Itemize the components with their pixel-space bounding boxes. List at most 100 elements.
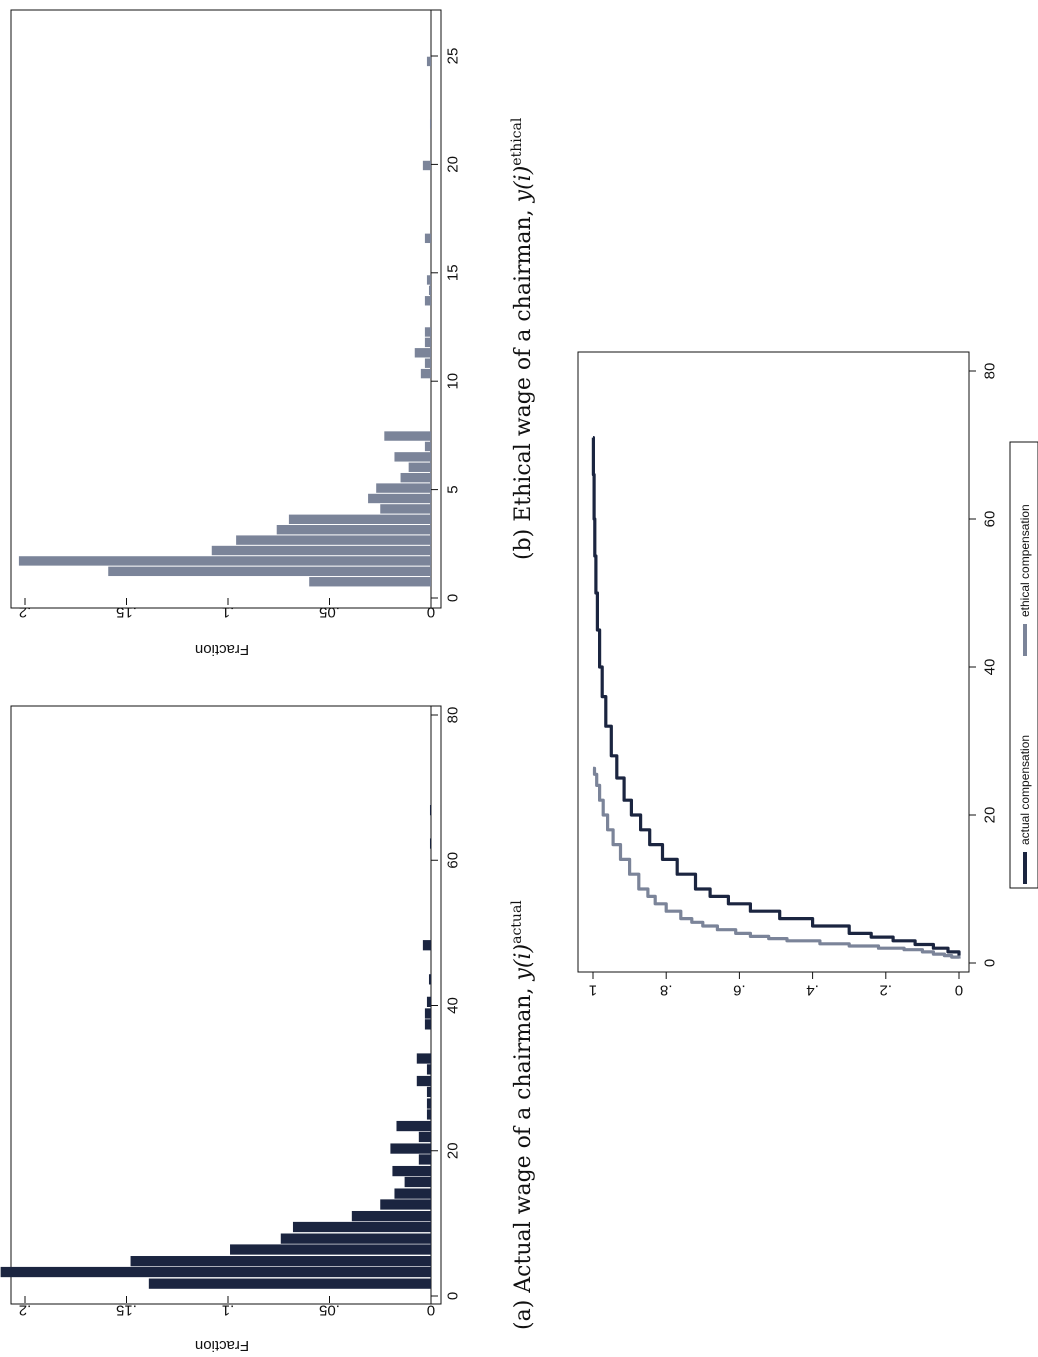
hist-ethical-bar-3 — [211, 545, 431, 556]
svg-text:(a) Actual wage of a chairman: (a) Actual wage of a chairman, y(i)actua… — [509, 900, 536, 1330]
hist-ethical-bar-6 — [288, 514, 431, 525]
hist-ethical-bar-9 — [376, 483, 431, 493]
bin-axis-ticks-ethical: 0 5 10 15 20 25 — [431, 48, 462, 602]
cdf-prob-tick-label-4: .8 — [660, 982, 673, 999]
hist-ethical-bin-tick-label-0: 0 — [445, 594, 462, 602]
bin-axis-ticks-actual: 0 20 40 60 80 — [431, 707, 462, 1300]
hist-actual-bar-14 — [396, 1120, 431, 1132]
legend-label-ethical: ethical compensation — [1018, 504, 1032, 617]
hist-actual-bar-8 — [394, 1188, 431, 1199]
hist-actual-fraction-tick-label-4: .2 — [19, 1302, 32, 1319]
caption-a-math: y(i) — [511, 944, 536, 982]
caption-b-text: (b) Ethical wage of a chairman, — [511, 202, 536, 560]
cdf-value-tick-label-4: 80 — [982, 363, 999, 380]
hist-ethical-bar-5 — [276, 525, 431, 535]
hist-ethical-bar-12 — [394, 452, 431, 462]
hist-actual-bar-24 — [428, 974, 431, 985]
hist-actual-bar-0 — [148, 1278, 431, 1289]
hist-ethical-bar-21 — [428, 285, 431, 296]
hist-ethical-bar-10 — [400, 472, 431, 483]
hist-ethical-bar-11 — [408, 462, 431, 472]
hist-actual-bar-17 — [426, 1086, 431, 1098]
caption-b-math: y(i) — [511, 166, 536, 204]
hist-ethical-bar-17 — [414, 348, 431, 358]
hist-actual-bar-10 — [392, 1165, 431, 1177]
hist-ethical-fraction-tick-label-3: .15 — [116, 604, 137, 621]
hist-actual-bar-27 — [429, 805, 431, 816]
hist-actual-bar-7 — [380, 1199, 431, 1210]
hist-actual-fraction-tick-label-0: 0 — [427, 1302, 435, 1319]
hist-actual-bar-23 — [426, 996, 431, 1007]
hist-actual-fraction-tick-label-3: .15 — [116, 1302, 137, 1319]
hist-actual-bin-tick-label-0: 0 — [445, 1292, 462, 1300]
cdf-value-tick-label-3: 60 — [982, 511, 999, 528]
hist-ethical-bin-tick-label-1: 5 — [445, 485, 462, 493]
hist-actual-bin-tick-label-3: 60 — [445, 852, 462, 869]
hist-ethical-bar-26 — [426, 56, 431, 67]
hist-ethical-bin-tick-label-4: 20 — [445, 156, 462, 173]
plot-frame-ethical — [10, 9, 442, 609]
cdf-value-tick-label-2: 40 — [982, 659, 999, 676]
cdf-value-ticks: 0 20 40 60 80 — [969, 363, 999, 967]
hist-actual-bar-9 — [404, 1176, 431, 1188]
caption-a: (a) Actual wage of a chairman, y(i)actua… — [509, 900, 536, 1330]
hist-actual-bar-22 — [424, 1008, 431, 1019]
fraction-axis-label-actual: Fraction — [195, 1337, 249, 1354]
hist-actual-bar-26 — [429, 838, 431, 849]
hist-ethical-bar-19 — [424, 327, 431, 337]
hist-actual-bar-1 — [0, 1266, 431, 1278]
cdf-series-actual — [591, 436, 961, 956]
fraction-axis-ticks-actual: 0 .05 .1 .15 .2 — [19, 1296, 435, 1319]
hist-actual-bar-12 — [390, 1143, 431, 1154]
cdf-legend: actual compensation ethical compensation — [1009, 441, 1038, 889]
hist-actual-bar-18 — [416, 1075, 431, 1087]
hist-actual-fraction-tick-label-2: .1 — [222, 1302, 235, 1319]
hist-ethical-fraction-tick-label-4: .2 — [19, 604, 32, 621]
panel-ethical-histogram: 0 5 10 15 20 25 0 .05 .1 .15 .2 Fraction — [10, 9, 462, 658]
bars-actual — [0, 805, 431, 1289]
hist-ethical-bin-tick-label-5: 25 — [445, 48, 462, 65]
cdf-prob-tick-label-5: 1 — [589, 982, 597, 999]
hist-ethical-bar-20 — [424, 296, 431, 306]
hist-ethical-bar-15 — [420, 368, 431, 379]
hist-actual-bar-3 — [230, 1244, 431, 1255]
hist-ethical-bar-25 — [429, 119, 431, 129]
hist-ethical-fraction-tick-label-2: .1 — [222, 604, 235, 621]
hist-actual-bar-11 — [418, 1154, 431, 1165]
fraction-axis-label-ethical: Fraction — [195, 641, 249, 658]
hist-ethical-bar-7 — [380, 504, 431, 514]
hist-ethical-bar-1 — [108, 566, 431, 577]
svg-text:(b) Ethical wage of a chairma: (b) Ethical wage of a chairman, y(i)ethi… — [509, 117, 536, 560]
hist-actual-bin-tick-label-4: 80 — [445, 707, 462, 724]
hist-ethical-bar-24 — [422, 160, 431, 171]
plot-frame-actual — [10, 705, 442, 1305]
hist-ethical-bar-2 — [18, 556, 431, 566]
cdf-lines — [591, 436, 961, 959]
hist-actual-bar-25 — [422, 940, 431, 951]
hist-actual-bar-20 — [416, 1053, 431, 1064]
hist-actual-fraction-tick-label-1: .05 — [319, 1302, 340, 1319]
hist-ethical-bar-14 — [384, 431, 431, 441]
hist-ethical-bar-22 — [426, 275, 431, 285]
caption-a-sup: actual — [509, 900, 525, 944]
fraction-axis-ticks-ethical: 0 .05 .1 .15 .2 — [19, 598, 435, 621]
cdf-prob-tick-label-3: .6 — [733, 982, 746, 999]
hist-ethical-bin-tick-label-2: 10 — [445, 373, 462, 390]
plot-frame-cdf — [577, 351, 970, 973]
bars-ethical — [18, 56, 431, 587]
hist-actual-bar-15 — [426, 1109, 431, 1120]
legend-label-actual: actual compensation — [1018, 735, 1032, 845]
cdf-prob-tick-label-2: .4 — [806, 982, 819, 999]
hist-actual-bar-5 — [292, 1221, 431, 1233]
hist-actual-bin-tick-label-1: 20 — [445, 1142, 462, 1159]
legend-box — [1009, 441, 1038, 889]
hist-ethical-bar-13 — [424, 441, 431, 452]
hist-ethical-bar-23 — [424, 233, 431, 244]
hist-actual-bar-19 — [426, 1064, 431, 1075]
panel-actual-histogram: 0 20 40 60 80 0 .05 .1 .15 .2 Fraction — [0, 705, 462, 1354]
hist-actual-bar-16 — [426, 1098, 431, 1109]
hist-ethical-fraction-tick-label-0: 0 — [427, 604, 435, 621]
hist-ethical-fraction-tick-label-1: .05 — [319, 604, 340, 621]
hist-ethical-bar-18 — [424, 337, 431, 348]
hist-actual-bar-2 — [130, 1256, 431, 1267]
